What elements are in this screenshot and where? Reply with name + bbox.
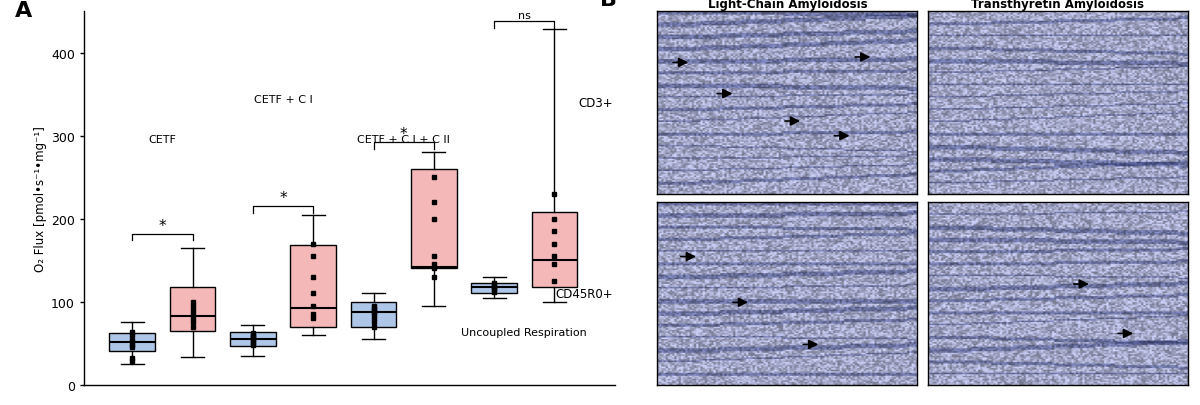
Y-axis label: CD3+: CD3+ bbox=[578, 97, 613, 110]
Bar bbox=[472, 284, 517, 294]
Text: ns: ns bbox=[518, 11, 530, 21]
Bar bbox=[230, 333, 276, 346]
Bar bbox=[169, 287, 216, 331]
Bar bbox=[410, 169, 457, 269]
Title: Light-Chain Amyloidosis: Light-Chain Amyloidosis bbox=[708, 0, 868, 11]
Text: CETF + C I + C II: CETF + C I + C II bbox=[358, 134, 450, 145]
Bar bbox=[532, 213, 577, 287]
Text: CETF + C I: CETF + C I bbox=[253, 95, 312, 105]
Text: *: * bbox=[158, 218, 167, 233]
Text: *: * bbox=[400, 127, 408, 142]
Y-axis label: CD45R0+: CD45R0+ bbox=[556, 287, 613, 300]
Y-axis label: O₂ Flux [pmol•s⁻¹•mg⁻¹]: O₂ Flux [pmol•s⁻¹•mg⁻¹] bbox=[34, 126, 47, 271]
Bar bbox=[290, 246, 336, 327]
Text: B: B bbox=[600, 0, 617, 10]
Text: Uncoupled Respiration: Uncoupled Respiration bbox=[462, 327, 587, 337]
Text: *: * bbox=[280, 191, 287, 206]
Bar bbox=[350, 302, 396, 327]
Title: Transthyretin Amyloidosis: Transthyretin Amyloidosis bbox=[972, 0, 1145, 11]
Bar bbox=[109, 333, 155, 352]
Text: A: A bbox=[16, 1, 32, 21]
Text: CETF: CETF bbox=[149, 134, 176, 145]
